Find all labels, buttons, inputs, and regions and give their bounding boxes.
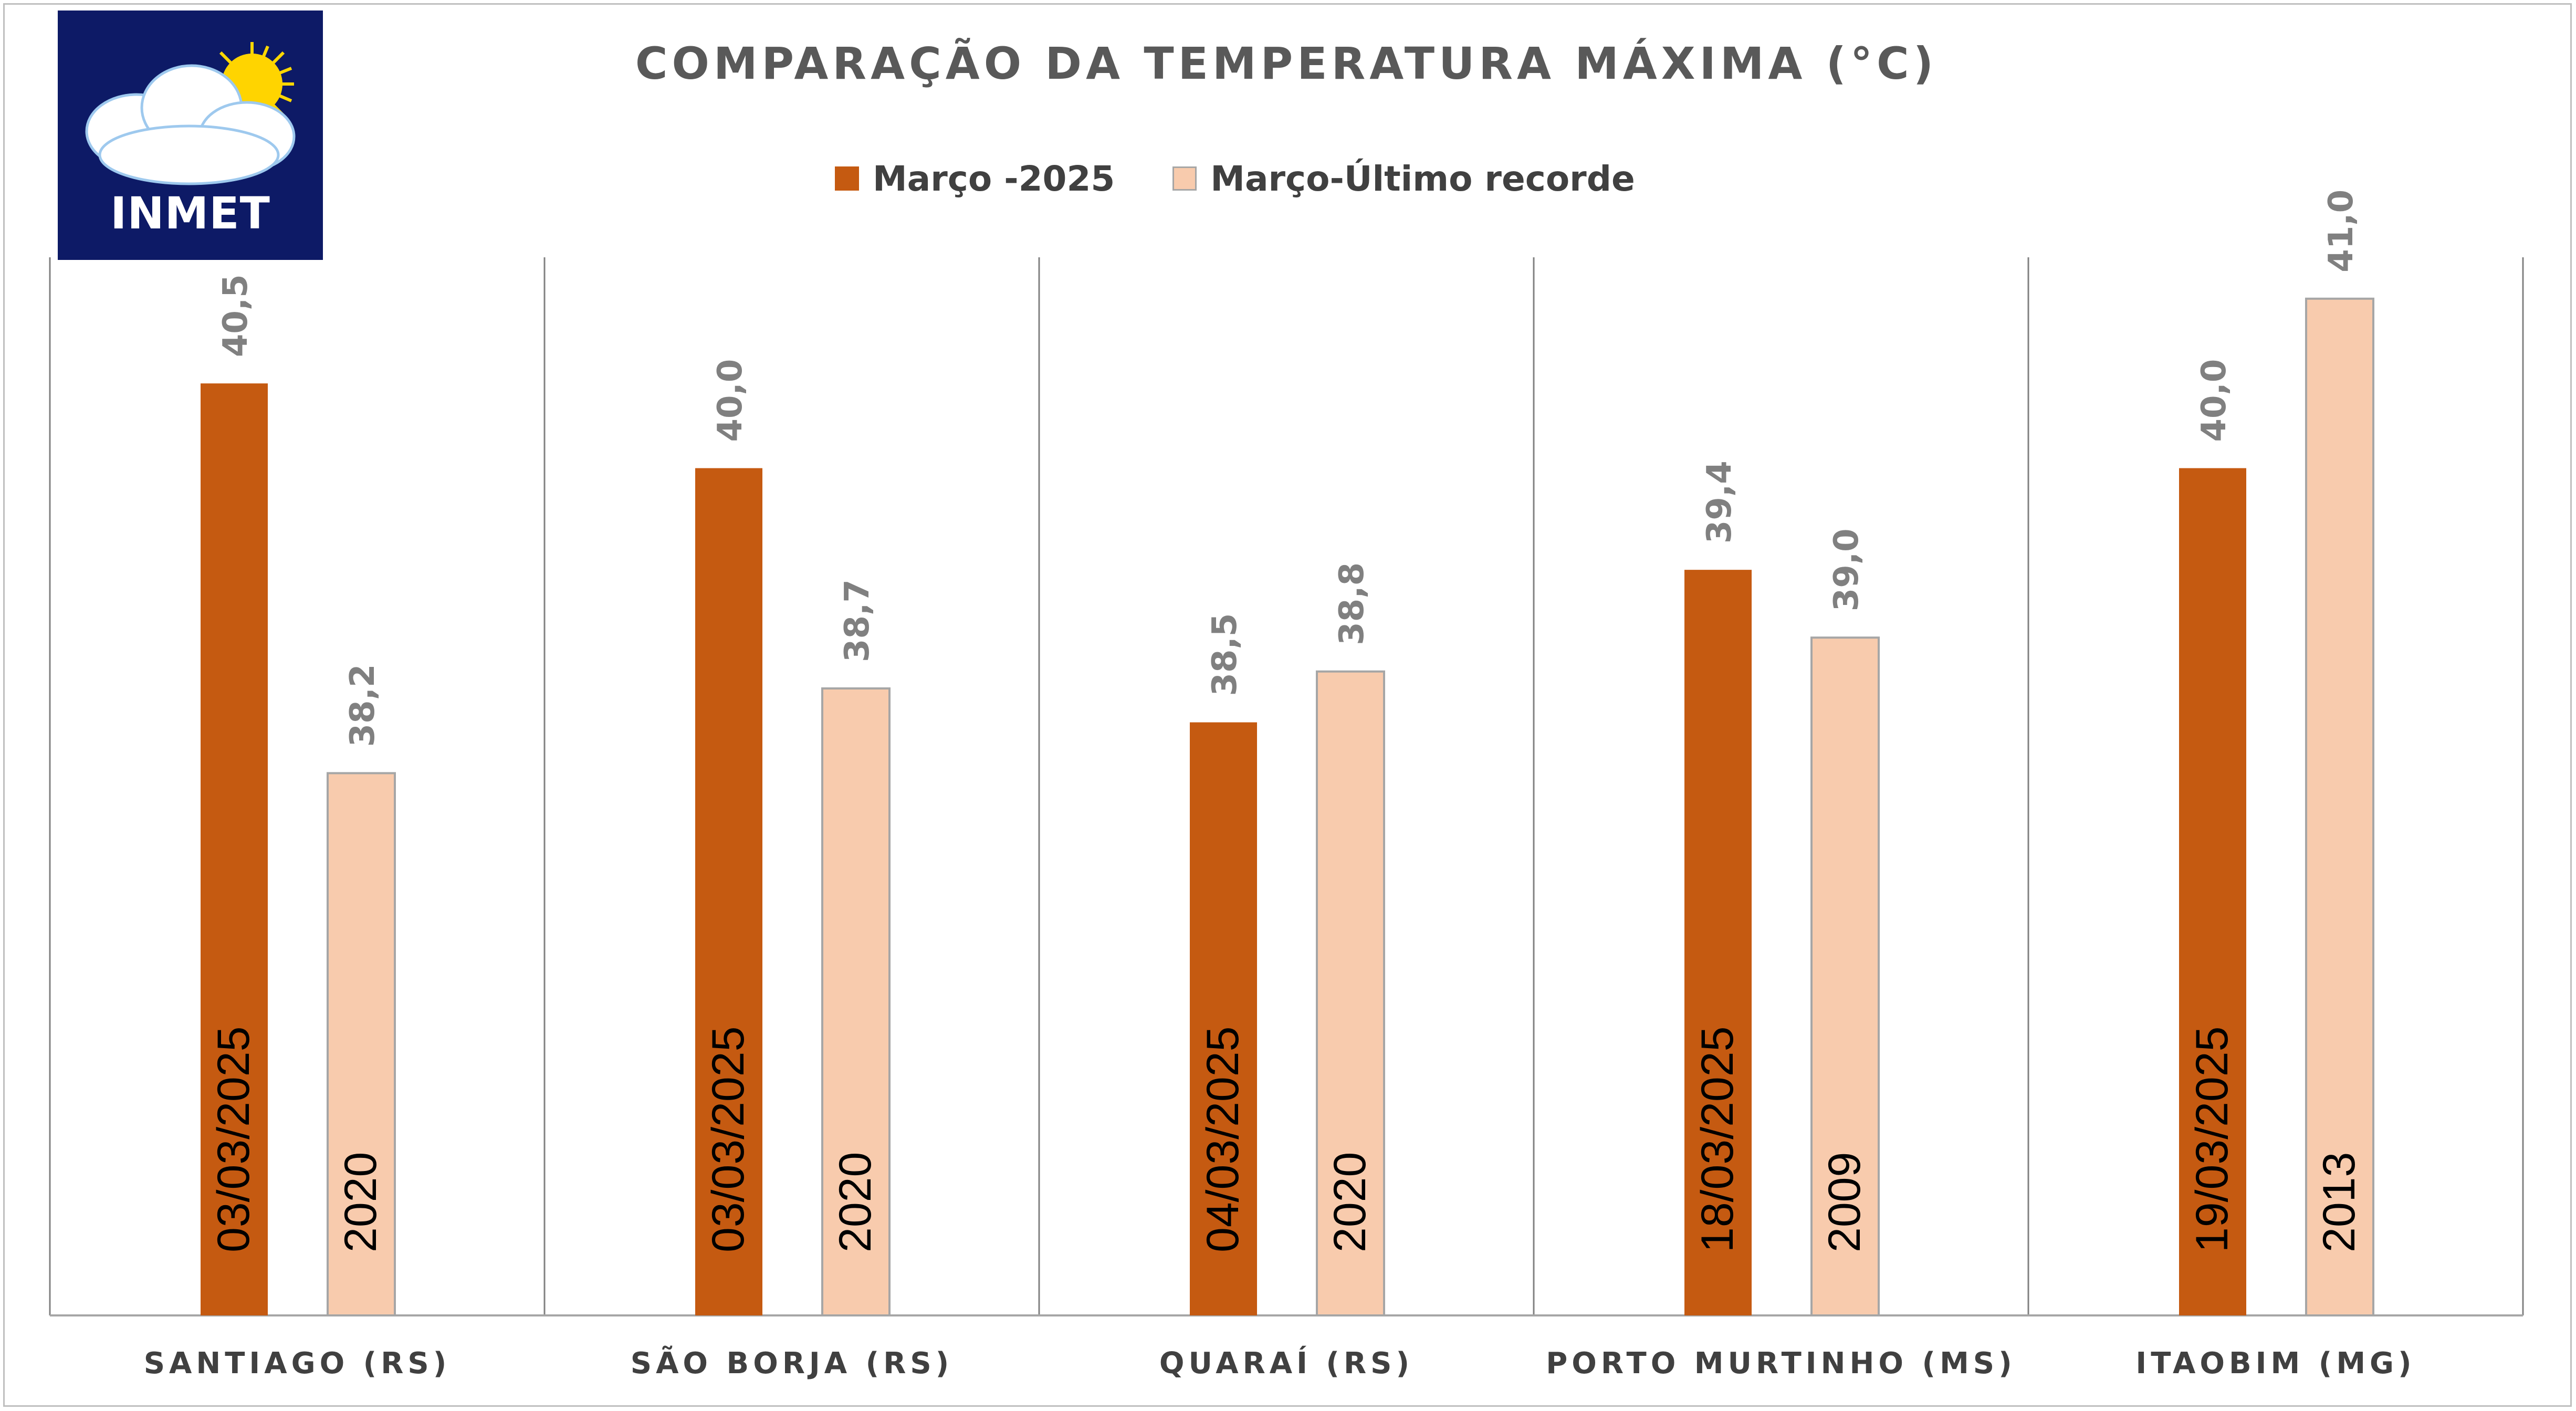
chart-frame	[3, 3, 2572, 1407]
data-label: 41,0	[2322, 190, 2361, 273]
data-label: 39,4	[1700, 461, 1739, 544]
bar-marco-2025	[2179, 468, 2246, 1315]
x-tick-label: SANTIAGO (RS)	[144, 1346, 451, 1381]
data-label: 40,5	[216, 274, 255, 357]
bar-ultimo-recorde	[2305, 297, 2374, 1316]
x-tick-label: PORTO MURTINHO (MS)	[1546, 1346, 2016, 1381]
data-label: 38,5	[1206, 613, 1244, 696]
bar-marco-2025	[695, 468, 762, 1315]
data-label: 38,8	[1333, 562, 1371, 645]
legend-label-ultimo-recorde: Março-Último recorde	[1210, 158, 1635, 199]
inmet-logo: INMET	[58, 11, 323, 260]
bar-inner-label: 19/03/2025	[2187, 1027, 2237, 1252]
bar-inner-label: 04/03/2025	[1198, 1027, 1248, 1252]
bar-inner-label: 2009	[1819, 1152, 1870, 1252]
legend-swatch-marco-2025	[835, 166, 859, 191]
data-label: 38,2	[343, 664, 382, 747]
x-tick-label: SÃO BORJA (RS)	[631, 1346, 954, 1381]
bar-inner-label: 2020	[1325, 1152, 1375, 1252]
x-tick-label: QUARAÍ (RS)	[1159, 1346, 1413, 1381]
data-label: 40,0	[711, 359, 750, 442]
bar-marco-2025	[1684, 570, 1752, 1315]
bar-inner-label: 03/03/2025	[703, 1027, 753, 1252]
legend: Março -2025 Março-Último recorde	[835, 158, 1693, 200]
bar-inner-label: 2020	[336, 1152, 386, 1252]
bar-ultimo-recorde	[327, 772, 396, 1316]
bar-inner-label: 2013	[2314, 1152, 2364, 1252]
sun-cloud-icon	[85, 42, 296, 185]
bar-inner-label: 03/03/2025	[208, 1027, 259, 1252]
x-tick-label: ITAOBIM (MG)	[2135, 1346, 2415, 1381]
bar-inner-label: 18/03/2025	[1692, 1027, 1743, 1252]
data-label: 39,0	[1827, 528, 1866, 611]
chart-title: COMPARAÇÃO DA TEMPERATURA MÁXIMA (°C)	[635, 38, 1938, 89]
bar-ultimo-recorde	[1810, 636, 1880, 1316]
bar-inner-label: 2020	[830, 1152, 881, 1252]
bar-marco-2025	[1190, 722, 1257, 1315]
legend-label-marco-2025: Março -2025	[873, 158, 1115, 199]
legend-item-marco-2025: Março -2025	[835, 159, 1115, 199]
logo-text: INMET	[110, 187, 270, 239]
bar-ultimo-recorde	[821, 687, 891, 1316]
legend-swatch-ultimo-recorde	[1172, 166, 1197, 191]
bar-ultimo-recorde	[1316, 670, 1385, 1316]
data-label: 40,0	[2195, 359, 2234, 442]
legend-item-ultimo-recorde: Março-Último recorde	[1172, 159, 1635, 199]
bar-marco-2025	[201, 383, 268, 1315]
data-label: 38,7	[838, 579, 877, 662]
